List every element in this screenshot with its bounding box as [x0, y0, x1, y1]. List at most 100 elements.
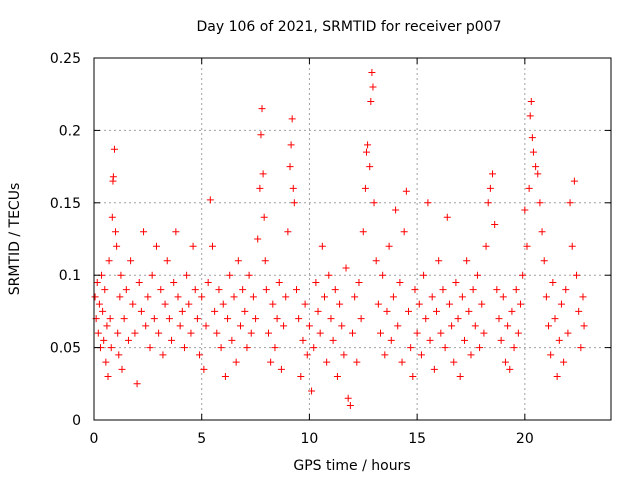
data-point	[155, 329, 163, 337]
data-point	[528, 134, 536, 142]
data-point	[142, 322, 150, 330]
data-point	[99, 307, 107, 315]
data-point	[405, 307, 413, 315]
data-point	[252, 315, 260, 323]
data-point	[428, 293, 436, 301]
data-point	[454, 315, 462, 323]
data-point	[517, 300, 525, 308]
data-point	[178, 307, 186, 315]
data-point	[501, 358, 509, 366]
data-point	[301, 300, 309, 308]
data-point	[579, 293, 587, 301]
data-point	[299, 336, 307, 344]
data-point	[433, 307, 441, 315]
data-point	[234, 257, 242, 265]
data-point	[575, 307, 583, 315]
data-point	[239, 286, 247, 294]
data-point	[394, 322, 402, 330]
data-point	[104, 373, 112, 381]
data-point	[398, 358, 406, 366]
data-point	[230, 293, 238, 301]
data-point	[369, 83, 377, 91]
data-point	[458, 293, 466, 301]
data-point	[349, 329, 356, 337]
data-point	[217, 344, 225, 352]
data-point	[314, 307, 322, 315]
data-point	[168, 336, 176, 344]
data-point	[499, 293, 507, 301]
data-point	[211, 307, 219, 315]
data-point	[232, 358, 240, 366]
data-point	[370, 199, 378, 207]
data-point	[519, 271, 527, 279]
data-point	[389, 293, 397, 301]
data-point	[228, 336, 236, 344]
data-point	[236, 322, 244, 330]
data-point	[409, 373, 417, 381]
data-point	[566, 199, 574, 207]
data-point	[312, 278, 320, 286]
data-point	[289, 184, 297, 192]
data-point	[221, 373, 229, 381]
data-point	[420, 271, 428, 279]
data-point	[510, 344, 518, 352]
data-point	[557, 300, 565, 308]
data-point	[245, 271, 253, 279]
data-point	[555, 336, 563, 344]
data-point	[461, 336, 469, 344]
data-point	[562, 286, 570, 294]
data-point	[445, 300, 453, 308]
data-point	[478, 300, 486, 308]
data-point	[318, 242, 326, 250]
data-point	[351, 293, 359, 301]
data-point	[368, 68, 376, 76]
data-point	[471, 322, 479, 330]
y-axis-title: SRMTID / TECUs	[7, 183, 23, 296]
data-point	[342, 264, 350, 272]
data-point	[112, 228, 120, 236]
data-point	[504, 322, 512, 330]
data-point	[396, 278, 404, 286]
data-point	[532, 163, 540, 171]
data-point	[183, 271, 191, 279]
data-point	[344, 394, 352, 402]
data-point	[547, 351, 555, 359]
data-point	[191, 286, 199, 294]
data-point	[262, 286, 270, 294]
data-point	[523, 242, 531, 250]
data-point	[140, 228, 148, 236]
data-point	[94, 329, 102, 337]
data-point	[413, 329, 421, 337]
data-point	[303, 351, 311, 359]
data-point	[102, 358, 110, 366]
axis-ticks: 0 5 10 15 20 0 0.05 0.1 0.15 0.2 0.25	[50, 51, 611, 447]
data-point	[491, 221, 499, 229]
data-point	[193, 315, 201, 323]
data-point	[357, 315, 365, 323]
data-point	[226, 271, 234, 279]
data-point	[292, 286, 300, 294]
data-point	[448, 322, 456, 330]
data-point	[573, 271, 581, 279]
data-point	[476, 344, 484, 352]
x-tick-label: 10	[301, 431, 319, 447]
data-point	[580, 322, 588, 330]
data-point	[241, 307, 249, 315]
data-point	[568, 242, 576, 250]
data-point	[115, 351, 123, 359]
data-point	[271, 344, 279, 352]
data-point	[277, 365, 285, 373]
data-point	[152, 242, 160, 250]
data-point	[131, 329, 139, 337]
data-point	[243, 344, 251, 352]
data-point	[267, 358, 275, 366]
data-point	[180, 344, 188, 352]
data-point	[189, 242, 197, 250]
x-tick-label: 0	[90, 431, 99, 447]
data-point	[392, 206, 400, 214]
data-point	[452, 278, 460, 286]
y-tick-label: 0.25	[50, 51, 81, 67]
data-point	[286, 163, 294, 171]
data-point	[377, 329, 385, 337]
